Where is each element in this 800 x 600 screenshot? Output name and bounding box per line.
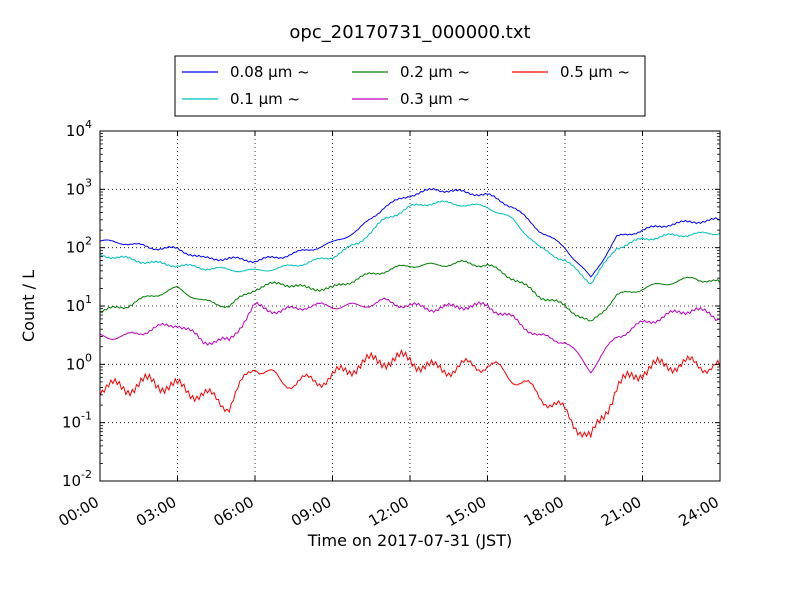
legend-label: 0.5 μm ~ — [560, 63, 630, 81]
x-axis-label: Time on 2017-07-31 (JST) — [307, 531, 512, 550]
y-tick-label: 103 — [66, 176, 92, 198]
series-line-2 — [99, 200, 721, 285]
y-tick-label: 102 — [66, 235, 92, 257]
y-tick-label: 10-2 — [62, 468, 92, 490]
series-layer — [99, 188, 721, 439]
series-line-5 — [99, 348, 721, 439]
series-line-3 — [99, 259, 721, 322]
series-line-1 — [99, 188, 721, 278]
x-tick-label: 00:00 — [56, 493, 102, 530]
legend: 0.08 μm ~ 0.1 μm ~ 0.2 μm ~ 0.3 μm ~ 0.5 μm … — [174, 55, 646, 117]
legend-label: 0.2 μm ~ — [400, 63, 470, 81]
y-tick-label: 100 — [66, 351, 92, 373]
y-axis: 10-2 10-1 100 101 102 103 104 — [62, 118, 720, 490]
grid — [100, 131, 720, 481]
x-tick-label: 12:00 — [366, 493, 412, 530]
legend-label: 0.1 μm ~ — [230, 90, 300, 108]
series-line-4 — [99, 297, 721, 374]
x-tick-label: 06:00 — [211, 493, 257, 530]
x-tick-label: 21:00 — [598, 493, 644, 530]
legend-label: 0.3 μm ~ — [400, 90, 470, 108]
x-tick-label: 15:00 — [443, 493, 489, 530]
x-tick-label: 03:00 — [133, 493, 179, 530]
x-axis: 00:00 03:00 06:00 09:00 12:00 15:00 18:00 21:00… — [56, 131, 722, 530]
y-tick-label: 104 — [66, 118, 92, 140]
y-axis-label: Count / L — [19, 270, 38, 342]
x-tick-label: 18:00 — [521, 493, 567, 530]
y-tick-label: 10-1 — [62, 410, 92, 432]
legend-label: 0.08 μm ~ — [230, 63, 310, 81]
y-tick-label: 101 — [66, 293, 92, 315]
chart-title: opc_20170731_000000.txt — [289, 22, 530, 43]
x-tick-label: 24:00 — [676, 493, 722, 530]
legend-box — [174, 55, 646, 117]
x-tick-label: 09:00 — [288, 493, 334, 530]
